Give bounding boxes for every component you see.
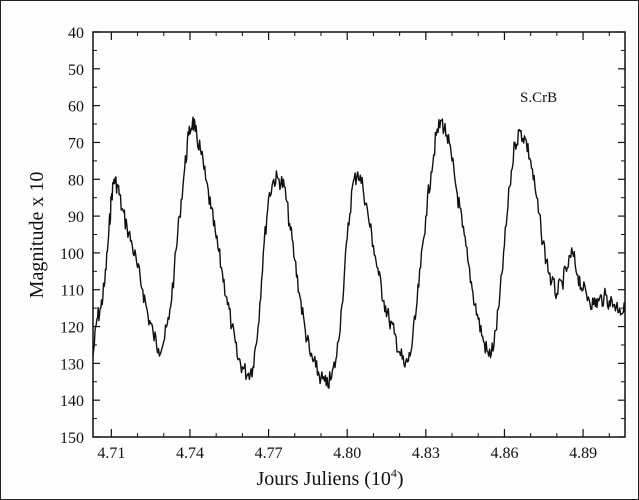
series-line-scrb <box>92 116 626 389</box>
y-tick-label: 150 <box>60 430 84 447</box>
y-tick-label: 80 <box>68 172 84 189</box>
labels-layer: 40 50 60 70 80 90 100 110 120 130 140 150 4.71 4.74 4.… <box>60 25 597 462</box>
x-tick-label: 4.80 <box>333 445 361 462</box>
y-tick-label: 60 <box>68 99 84 116</box>
x-tick-label: 4.77 <box>255 445 283 462</box>
plot-area <box>92 31 626 438</box>
x-tick-label: 4.71 <box>97 445 125 462</box>
x-tick-label: 4.74 <box>176 445 204 462</box>
series-annotation: S.CrB <box>520 90 557 106</box>
y-tick-label: 130 <box>60 356 84 373</box>
x-axis-title-exponent: 4 <box>391 466 397 480</box>
x-axis-title-close: ) <box>397 468 404 490</box>
y-tick-label: 100 <box>60 246 84 263</box>
x-tick-label: 4.89 <box>569 445 597 462</box>
y-tick-label: 70 <box>68 135 84 152</box>
x-axis-title: Jours Juliens (104) <box>256 466 403 490</box>
x-tick-label: 4.86 <box>490 445 518 462</box>
x-axis-title-main: Jours Juliens (10 <box>256 468 390 490</box>
y-axis-title: Magnitude x 10 <box>26 172 48 299</box>
y-tick-label: 120 <box>60 320 84 337</box>
y-tick-label: 40 <box>68 25 84 42</box>
y-tick-label: 90 <box>68 209 84 226</box>
y-tick-label: 50 <box>68 62 84 79</box>
x-tick-label: 4.83 <box>412 445 440 462</box>
y-tick-label: 110 <box>61 283 84 300</box>
y-tick-label: 140 <box>60 393 84 410</box>
